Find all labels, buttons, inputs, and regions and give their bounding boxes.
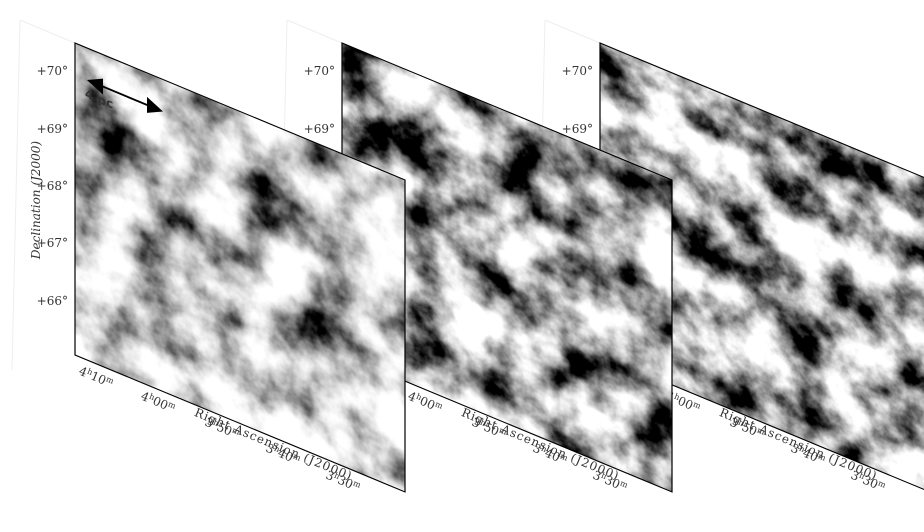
dec-tick-label: +69° [304,122,335,136]
dec-tick-label: +69° [37,122,68,136]
dec-tick-label: +70° [562,64,593,78]
dec-tick-label: +68° [37,179,68,193]
dec-tick-label: +70° [304,64,335,78]
dec-tick-label: +66° [37,294,68,308]
dec-tick-label: +67° [37,236,68,250]
figure: Declination (J2000)+70°+69°4h00m3h50m3h4… [0,0,924,532]
dec-tick-label: +70° [37,64,68,78]
dec-tick-label: +69° [562,122,593,136]
